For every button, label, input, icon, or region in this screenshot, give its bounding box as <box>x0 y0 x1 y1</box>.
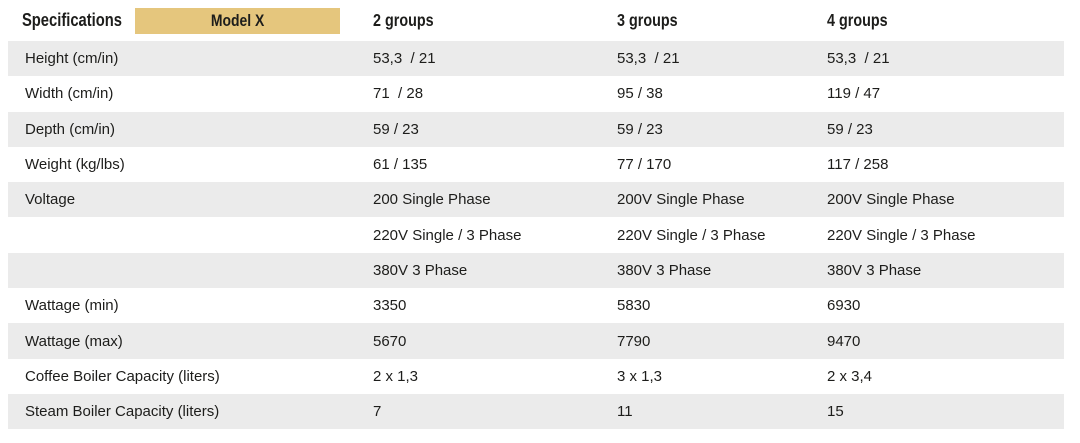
row-value-3groups: 200V Single Phase <box>617 191 745 209</box>
row-value-2groups: 220V Single / 3 Phase <box>373 226 522 244</box>
row-value-2groups: 7 <box>373 403 382 421</box>
row-label: Coffee Boiler Capacity (liters) <box>25 367 220 385</box>
row-value-2groups: 380V 3 Phase <box>373 261 468 279</box>
row-value-4groups: 15 <box>827 403 844 421</box>
row-label: Wattage (min) <box>25 297 119 315</box>
row-value-4groups: 59 / 23 <box>827 120 873 138</box>
table-row-wattage-min: Wattage (min) 3350 5830 6930 <box>8 288 1064 324</box>
column-header-4-groups: 4 groups <box>827 10 888 30</box>
row-label: Wattage (max) <box>25 332 123 350</box>
row-value-4groups: 119 / 47 <box>827 85 881 103</box>
row-value-4groups: 117 / 258 <box>827 156 889 174</box>
row-value-2groups: 3350 <box>373 297 407 315</box>
table-body: Height (cm/in) 53,3 / 21 53,3 / 21 53,3 … <box>8 41 1064 430</box>
row-label: Steam Boiler Capacity (liters) <box>25 403 220 421</box>
row-value-3groups: 3 x 1,3 <box>617 367 663 385</box>
column-header-3-groups: 3 groups <box>617 10 678 30</box>
row-value-4groups: 200V Single Phase <box>827 191 955 209</box>
row-label: Height (cm/in) <box>25 50 119 68</box>
row-value-2groups: 59 / 23 <box>373 120 419 138</box>
column-header-2-groups: 2 groups <box>373 10 434 30</box>
table-row-wattage-max: Wattage (max) 5670 7790 9470 <box>8 323 1064 359</box>
row-label: Depth (cm/in) <box>25 120 116 138</box>
row-value-3groups: 59 / 23 <box>617 120 663 138</box>
row-value-2groups: 5670 <box>373 332 407 350</box>
model-badge: Model X <box>135 7 340 34</box>
table-row-weight: Weight (kg/lbs) 61 / 135 77 / 170 117 / … <box>8 146 1064 183</box>
row-value-3groups: 77 / 170 <box>617 156 672 174</box>
row-value-2groups: 61 / 135 <box>373 156 428 174</box>
table-row-depth: Depth (cm/in) 59 / 23 59 / 23 59 / 23 <box>8 111 1064 147</box>
row-value-4groups: 380V 3 Phase <box>827 261 922 279</box>
row-value-2groups: 2 x 1,3 <box>373 367 419 385</box>
row-value-2groups: 71 / 28 <box>373 85 424 103</box>
table-row-coffee-boiler: Coffee Boiler Capacity (liters) 2 x 1,3 … <box>8 358 1064 394</box>
table-header-first-cell: Specifications Model X <box>8 0 373 41</box>
row-value-4groups: 53,3 / 21 <box>827 50 890 68</box>
row-value-2groups: 200 Single Phase <box>373 191 491 209</box>
row-value-4groups: 9470 <box>827 332 861 350</box>
row-value-3groups: 5830 <box>617 297 651 315</box>
table-row-voltage-380: 380V 3 Phase 380V 3 Phase 380V 3 Phase <box>8 252 1064 289</box>
row-value-3groups: 53,3 / 21 <box>617 50 680 68</box>
row-label: Voltage <box>25 191 76 209</box>
row-value-4groups: 2 x 3,4 <box>827 367 873 385</box>
table-row-voltage-220: 220V Single / 3 Phase 220V Single / 3 Ph… <box>8 217 1064 253</box>
table-row-width: Width (cm/in) 71 / 28 95 / 38 119 / 47 <box>8 76 1064 112</box>
specifications-title: Specifications <box>21 10 123 30</box>
row-value-2groups: 53,3 / 21 <box>373 50 436 68</box>
row-label: Width (cm/in) <box>25 85 114 103</box>
row-label: Weight (kg/lbs) <box>25 156 125 174</box>
table-row-voltage: Voltage 200 Single Phase 200V Single Pha… <box>8 182 1064 218</box>
row-value-3groups: 11 <box>617 403 633 421</box>
row-value-4groups: 220V Single / 3 Phase <box>827 226 976 244</box>
row-value-3groups: 7790 <box>617 332 651 350</box>
row-value-3groups: 380V 3 Phase <box>617 261 712 279</box>
table-row-steam-boiler: Steam Boiler Capacity (liters) 7 11 15 <box>8 393 1064 430</box>
table-row-height: Height (cm/in) 53,3 / 21 53,3 / 21 53,3 … <box>8 41 1064 77</box>
row-value-3groups: 220V Single / 3 Phase <box>617 226 766 244</box>
table-header-row: Specifications Model X 2 groups 3 groups… <box>8 0 1064 41</box>
row-value-3groups: 95 / 38 <box>617 85 663 103</box>
specifications-table: Specifications Model X 2 groups 3 groups… <box>8 0 1064 430</box>
row-value-4groups: 6930 <box>827 297 861 315</box>
model-badge-label: Model X <box>210 10 265 30</box>
